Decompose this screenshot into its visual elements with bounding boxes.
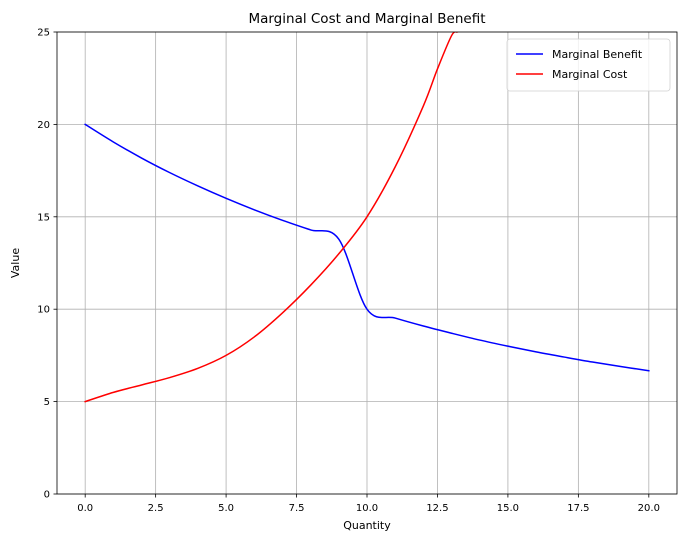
chart-title: Marginal Cost and Marginal Benefit <box>248 11 485 27</box>
legend-label: Marginal Cost <box>552 68 628 81</box>
x-tick-label: 12.5 <box>426 503 448 514</box>
legend: Marginal Benefit Marginal Cost <box>506 38 671 92</box>
y-tick-label: 20 <box>37 120 50 131</box>
x-tick-label: 20.0 <box>638 503 660 514</box>
legend-label: Marginal Benefit <box>552 48 643 61</box>
x-tick-label: 7.5 <box>289 503 305 514</box>
x-tick-label: 5.0 <box>218 503 234 514</box>
y-tick-label: 15 <box>37 212 50 223</box>
x-tick-label: 15.0 <box>497 503 519 514</box>
x-tick-label: 10.0 <box>356 503 378 514</box>
x-axis-label: Quantity <box>343 519 391 532</box>
x-tick-label: 2.5 <box>148 503 164 514</box>
series-line-marginal-cost <box>84 32 459 403</box>
y-axis-ticks: 0 5 10 15 20 25 <box>37 28 57 501</box>
x-axis-ticks: 0.0 2.5 5.0 7.5 10.0 12.5 15.0 17.5 20.0 <box>77 494 660 514</box>
x-tick-label: 0.0 <box>77 503 93 514</box>
y-tick-label: 0 <box>44 490 50 501</box>
legend-box <box>506 38 671 92</box>
y-tick-label: 25 <box>37 28 50 39</box>
y-axis-label: Value <box>9 248 22 278</box>
plot-lines <box>84 32 650 403</box>
y-tick-label: 5 <box>44 397 50 408</box>
y-tick-label: 10 <box>37 305 50 316</box>
x-tick-label: 17.5 <box>567 503 589 514</box>
series-line-marginal-benefit <box>84 123 650 372</box>
